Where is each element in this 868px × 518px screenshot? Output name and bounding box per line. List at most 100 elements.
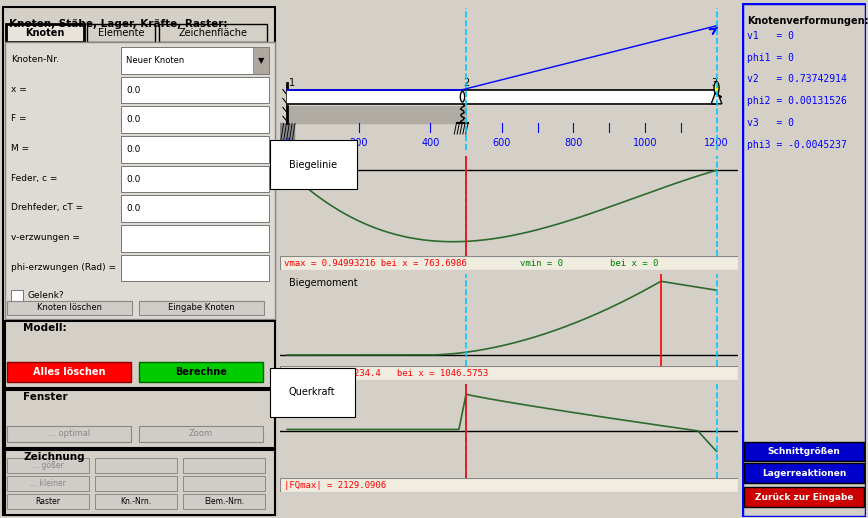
Text: Modell:: Modell:	[23, 323, 67, 333]
Text: vmax = 0.94993216 bei x = 763.6986: vmax = 0.94993216 bei x = 763.6986	[284, 258, 467, 267]
Text: Querkraft: Querkraft	[289, 387, 336, 397]
Text: v1   = 0: v1 = 0	[747, 31, 794, 41]
Text: Knoten, Stäbe, Lager, Kräfte, Raster:: Knoten, Stäbe, Lager, Kräfte, Raster:	[9, 19, 227, 29]
Text: ▼: ▼	[258, 56, 264, 65]
Text: ... kleiner: ... kleiner	[30, 479, 66, 488]
Bar	[11, 290, 23, 301]
Bar	[7, 300, 132, 314]
Bar	[121, 225, 269, 252]
Text: |Mbmax| = 901234.4   bei x = 1046.5753: |Mbmax| = 901234.4 bei x = 1046.5753	[284, 368, 488, 378]
Bar	[121, 136, 269, 163]
Polygon shape	[711, 90, 722, 104]
Bar	[7, 362, 131, 382]
Text: phi2 = 0.00131526: phi2 = 0.00131526	[747, 96, 847, 106]
Bar	[183, 494, 265, 509]
Text: Feder, c =: Feder, c =	[11, 174, 57, 182]
Text: 400: 400	[421, 138, 439, 148]
Bar	[744, 487, 864, 507]
Bar	[183, 477, 265, 491]
Text: 1000: 1000	[633, 138, 657, 148]
Bar	[95, 477, 177, 491]
Text: 0.0: 0.0	[126, 85, 141, 95]
Bar	[5, 321, 275, 388]
Bar	[5, 390, 275, 448]
Bar	[7, 426, 131, 441]
Text: 0: 0	[284, 138, 290, 148]
Text: vmin = 0: vmin = 0	[520, 258, 563, 267]
Text: Knoten-Nr.: Knoten-Nr.	[11, 55, 59, 64]
Text: 0.0: 0.0	[126, 175, 141, 183]
Text: Berechne: Berechne	[175, 367, 227, 377]
Text: 0.0: 0.0	[126, 116, 141, 124]
Bar	[5, 41, 275, 319]
Bar	[7, 477, 89, 491]
Text: x =: x =	[11, 84, 27, 94]
Bar	[7, 458, 89, 473]
Text: Alles löschen: Alles löschen	[33, 367, 105, 377]
Bar	[7, 494, 89, 509]
Text: F =: F =	[11, 114, 27, 123]
Text: Zoom: Zoom	[189, 429, 213, 438]
Text: Eingabe Knoten: Eingabe Knoten	[168, 303, 235, 312]
Text: phi1 = 0: phi1 = 0	[747, 53, 794, 63]
Text: Zeichenfläche: Zeichenfläche	[179, 28, 247, 38]
Text: Knoten: Knoten	[25, 28, 65, 38]
Text: 3: 3	[711, 78, 717, 88]
Text: Lagerreaktionen: Lagerreaktionen	[762, 469, 846, 478]
Text: bei x = 0: bei x = 0	[610, 258, 658, 267]
Text: Elem.-Nrn.: Elem.-Nrn.	[204, 497, 244, 506]
Bar	[121, 77, 269, 104]
Text: 600: 600	[493, 138, 511, 148]
Circle shape	[460, 91, 464, 102]
Bar	[744, 464, 864, 483]
Bar	[121, 166, 269, 192]
Bar	[253, 47, 269, 74]
Bar	[139, 362, 263, 382]
Text: 0.0: 0.0	[126, 204, 141, 213]
Text: 200: 200	[350, 138, 368, 148]
Text: 1: 1	[289, 78, 295, 88]
Bar	[6, 24, 84, 41]
Text: Drehfeder, cT =: Drehfeder, cT =	[11, 203, 83, 212]
Bar	[5, 450, 275, 515]
Text: Neuer Knoten: Neuer Knoten	[126, 56, 184, 65]
Bar	[121, 106, 269, 133]
Text: 2: 2	[463, 78, 469, 88]
Text: v3   = 0: v3 = 0	[747, 118, 794, 128]
Bar	[121, 255, 269, 281]
Text: Biegelinie: Biegelinie	[289, 160, 337, 169]
Text: Biegemoment: Biegemoment	[289, 278, 358, 287]
Text: M =: M =	[11, 144, 30, 153]
Bar	[183, 458, 265, 473]
Bar	[121, 47, 269, 74]
Bar	[87, 24, 155, 41]
Bar	[159, 24, 267, 41]
Text: 0.0: 0.0	[126, 145, 141, 154]
Text: |FQmax| = 2129.0906: |FQmax| = 2129.0906	[284, 481, 386, 490]
Text: Fenster: Fenster	[23, 392, 68, 402]
Text: 800: 800	[564, 138, 582, 148]
Text: Gelenk?: Gelenk?	[27, 291, 63, 300]
Text: phi3 = -0.0045237: phi3 = -0.0045237	[747, 140, 847, 150]
Text: Zeichnung: Zeichnung	[23, 452, 84, 462]
Bar	[95, 494, 177, 509]
Text: Knotenverformungen:: Knotenverformungen:	[747, 16, 868, 26]
Text: v2   = 0.73742914: v2 = 0.73742914	[747, 75, 847, 84]
Text: Raster: Raster	[36, 497, 61, 506]
Text: 1200: 1200	[704, 138, 729, 148]
Bar	[95, 458, 177, 473]
Text: ... gößer: ... gößer	[32, 462, 64, 470]
Bar	[744, 441, 864, 462]
Bar	[121, 195, 269, 222]
Text: ... optimal: ... optimal	[48, 429, 90, 438]
Text: Elemente: Elemente	[98, 28, 144, 38]
Text: v-erzwungen =: v-erzwungen =	[11, 233, 80, 242]
Text: Schnittgrößen: Schnittgrößen	[767, 447, 840, 456]
Text: Zurück zur Eingabe: Zurück zur Eingabe	[755, 493, 853, 501]
Bar	[139, 426, 263, 441]
Bar	[139, 300, 264, 314]
Circle shape	[714, 82, 719, 94]
Text: Kn.-Nrn.: Kn.-Nrn.	[121, 497, 152, 506]
Text: Knoten löschen: Knoten löschen	[37, 303, 102, 312]
Text: phi-erzwungen (Rad) =: phi-erzwungen (Rad) =	[11, 263, 116, 271]
